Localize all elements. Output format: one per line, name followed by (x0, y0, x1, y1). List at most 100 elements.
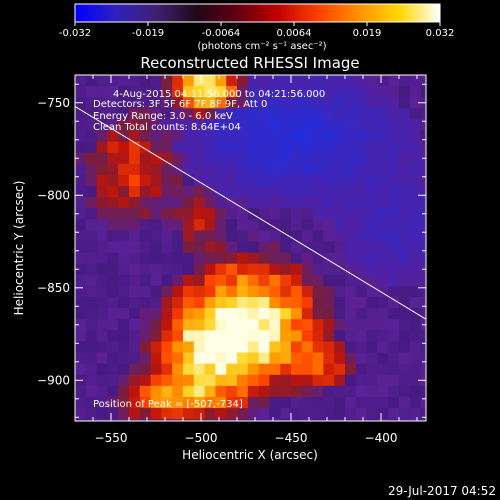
heatmap-cell (118, 230, 130, 243)
heatmap-cell (107, 285, 119, 298)
heatmap-cell (150, 241, 162, 254)
heatmap-cell (139, 152, 152, 165)
heatmap-cell (204, 97, 216, 109)
heatmap-cell (247, 308, 260, 320)
heatmap-cell (129, 385, 141, 398)
heatmap-cell (323, 352, 335, 365)
heatmap-cell (291, 97, 303, 109)
heatmap-cell (107, 374, 119, 387)
heatmap-cell (312, 241, 324, 254)
heatmap-cell (237, 86, 249, 98)
heatmap-cell (301, 108, 314, 120)
heatmap-cell (345, 230, 357, 243)
heatmap-cell (399, 152, 411, 165)
heatmap-cell (258, 86, 270, 98)
heatmap-cell (75, 241, 87, 254)
heatmap-cell (334, 352, 346, 365)
heatmap-cell (258, 75, 270, 87)
heatmap-cell (269, 86, 281, 98)
heatmap-cell (129, 141, 141, 154)
heatmap-cell (269, 108, 281, 120)
heatmap-cell (334, 241, 346, 254)
colorbar-tick-label: 0.0064 (277, 28, 312, 39)
heatmap-cell (377, 152, 389, 165)
heatmap-cell (366, 363, 378, 376)
heatmap-cell (85, 163, 98, 176)
heatmap-cell (172, 385, 184, 398)
heatmap-cell (226, 75, 238, 87)
heatmap-cell (183, 163, 195, 176)
heatmap-cell (409, 119, 422, 132)
heatmap-cell (150, 230, 162, 243)
heatmap-cell (161, 263, 173, 276)
heatmap-cell (355, 208, 368, 220)
heatmap-cell (409, 163, 422, 176)
heatmap-cell (323, 141, 335, 154)
heatmap-cell (388, 108, 400, 120)
heatmap-cell (172, 186, 184, 198)
heatmap-cell (161, 75, 173, 87)
heatmap-cell (139, 374, 152, 387)
heatmap-cell (172, 252, 184, 265)
heatmap-cell (366, 374, 378, 387)
heatmap-cell (291, 163, 303, 176)
heatmap-cell (301, 75, 314, 87)
heatmap-cell (409, 230, 422, 243)
heatmap-cell (312, 174, 324, 187)
heatmap-cell (75, 385, 87, 398)
heatmap-cell (312, 330, 324, 342)
heatmap-cell (226, 219, 238, 231)
heatmap-cell (312, 319, 324, 331)
heatmap-cell (96, 341, 108, 354)
heatmap-cell (139, 174, 152, 187)
heatmap-cell (204, 141, 216, 154)
heatmap-cell (139, 363, 152, 376)
heatmap-cell (129, 197, 141, 209)
heatmap-cell (409, 86, 422, 98)
heatmap-cell (388, 274, 400, 287)
heatmap-cell (269, 330, 281, 342)
heatmap-cell (107, 186, 119, 198)
heatmap-cell (161, 163, 173, 176)
heatmap-cell (355, 174, 368, 187)
heatmap-cell (323, 285, 335, 298)
heatmap-cell (291, 363, 303, 376)
heatmap-cell (269, 274, 281, 287)
heatmap-cell (323, 197, 335, 209)
heatmap-cell (85, 385, 98, 398)
heatmap-cell (301, 419, 314, 421)
heatmap-cell (237, 174, 249, 187)
heatmap-cell (75, 197, 87, 209)
heatmap-cell (129, 319, 141, 331)
heatmap-cell (226, 385, 238, 398)
heatmap-cell (107, 297, 119, 309)
heatmap-cell (193, 208, 206, 220)
heatmap-cell (291, 274, 303, 287)
heatmap-cell (345, 130, 357, 143)
heatmap-cell (291, 319, 303, 331)
heatmap-cell (193, 75, 206, 87)
heatmap-cell (183, 119, 195, 132)
heatmap-cell (150, 374, 162, 387)
heatmap-cell (215, 230, 227, 243)
heatmap-cell (172, 197, 184, 209)
heatmap-cell (150, 330, 162, 342)
heatmap-cell (107, 75, 119, 87)
heatmap-cell (258, 408, 270, 420)
heatmap-cell (183, 141, 195, 154)
heatmap-cell (161, 319, 173, 331)
heatmap-cell (258, 263, 270, 276)
heatmap-cell (129, 363, 141, 376)
heatmap-cell (301, 86, 314, 98)
heatmap-cell (193, 219, 206, 231)
heatmap-cell (118, 141, 130, 154)
heatmap-cell (291, 208, 303, 220)
heatmap-cell (345, 141, 357, 154)
heatmap-cell (355, 385, 368, 398)
heatmap-cell (226, 197, 238, 209)
heatmap-cell (118, 197, 130, 209)
heatmap-cell (193, 419, 206, 421)
heatmap-cell (312, 130, 324, 143)
heatmap-cell (226, 86, 238, 98)
heatmap-cell (312, 419, 324, 421)
